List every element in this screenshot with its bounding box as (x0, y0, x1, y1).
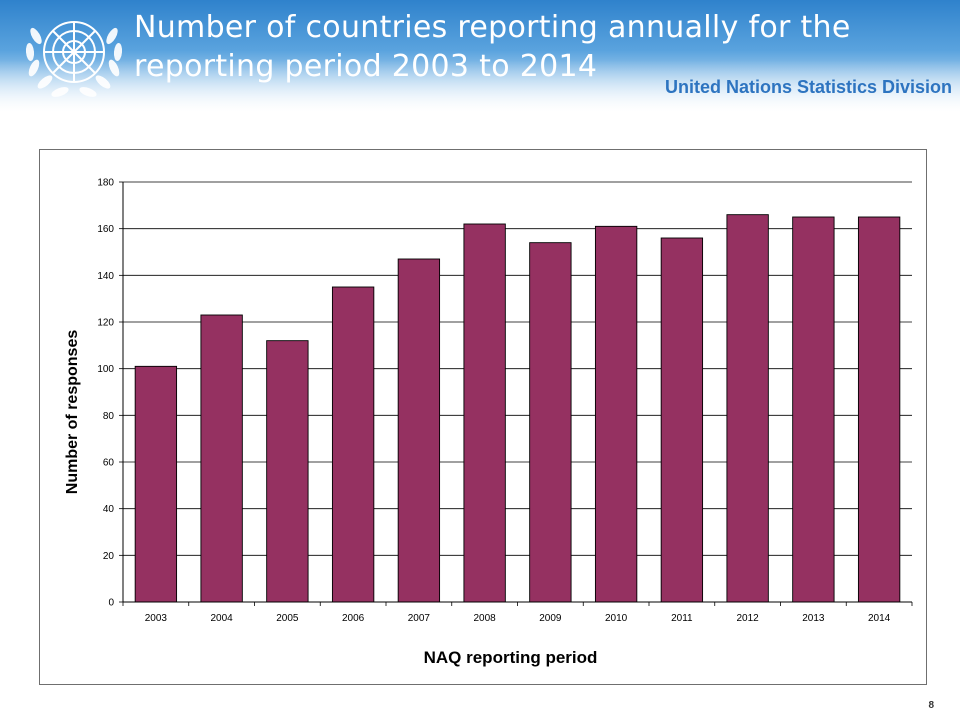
x-tick-label: 2004 (211, 613, 234, 624)
bar (529, 242, 572, 603)
bar-chart: 0 20 40 60 80 100 120 140 160 180 2003 2004 2005 2006… (64, 178, 913, 667)
slide-title: Number of countries reporting annually f… (134, 8, 934, 86)
y-tick-label: 160 (97, 224, 114, 235)
x-tick-label: 2008 (474, 613, 497, 624)
bar (792, 216, 835, 603)
bar (266, 340, 309, 603)
x-tick-label: 2007 (408, 613, 431, 624)
un-emblem-icon (25, 21, 123, 97)
x-tick-label: 2005 (276, 613, 299, 624)
y-tick-label: 20 (103, 551, 115, 562)
y-tick-label: 0 (108, 598, 114, 609)
slide-title-line-2: reporting period 2003 to 2014 (134, 49, 598, 84)
slide-title-line-1: Number of countries reporting annually f… (134, 10, 851, 45)
bar (397, 258, 441, 603)
x-tick-label: 2014 (868, 613, 891, 624)
y-tick-label: 80 (103, 411, 115, 422)
y-tick-label: 120 (97, 318, 114, 329)
bar (463, 223, 506, 603)
x-tick-label: 2003 (145, 613, 168, 624)
x-tick-label: 2006 (342, 613, 365, 624)
bar (331, 286, 375, 603)
x-tick-label: 2011 (671, 613, 693, 624)
y-tick-label: 40 (103, 504, 115, 515)
y-tick-label: 140 (97, 271, 114, 282)
x-axis-title: NAQ reporting period (424, 648, 598, 667)
bar (857, 216, 901, 603)
x-tick-label: 2012 (737, 613, 760, 624)
y-axis-title: Number of responses (64, 330, 81, 495)
bar (200, 314, 243, 603)
y-tick-label: 180 (97, 178, 114, 189)
organization-name: United Nations Statistics Division (665, 77, 953, 97)
chart-frame: 0 20 40 60 80 100 120 140 160 180 2003 2004 2005 2006… (39, 149, 927, 685)
bar (594, 225, 638, 603)
bar (134, 365, 178, 603)
x-tick-label: 2013 (802, 613, 825, 624)
y-tick-label: 60 (103, 458, 115, 469)
bar (660, 237, 704, 603)
x-tick-label: 2009 (539, 613, 562, 624)
bar (726, 214, 769, 603)
header-banner-fade (0, 60, 960, 112)
page-number: 8 (928, 700, 934, 711)
x-tick-label: 2010 (605, 613, 628, 624)
y-tick-label: 100 (97, 364, 114, 375)
